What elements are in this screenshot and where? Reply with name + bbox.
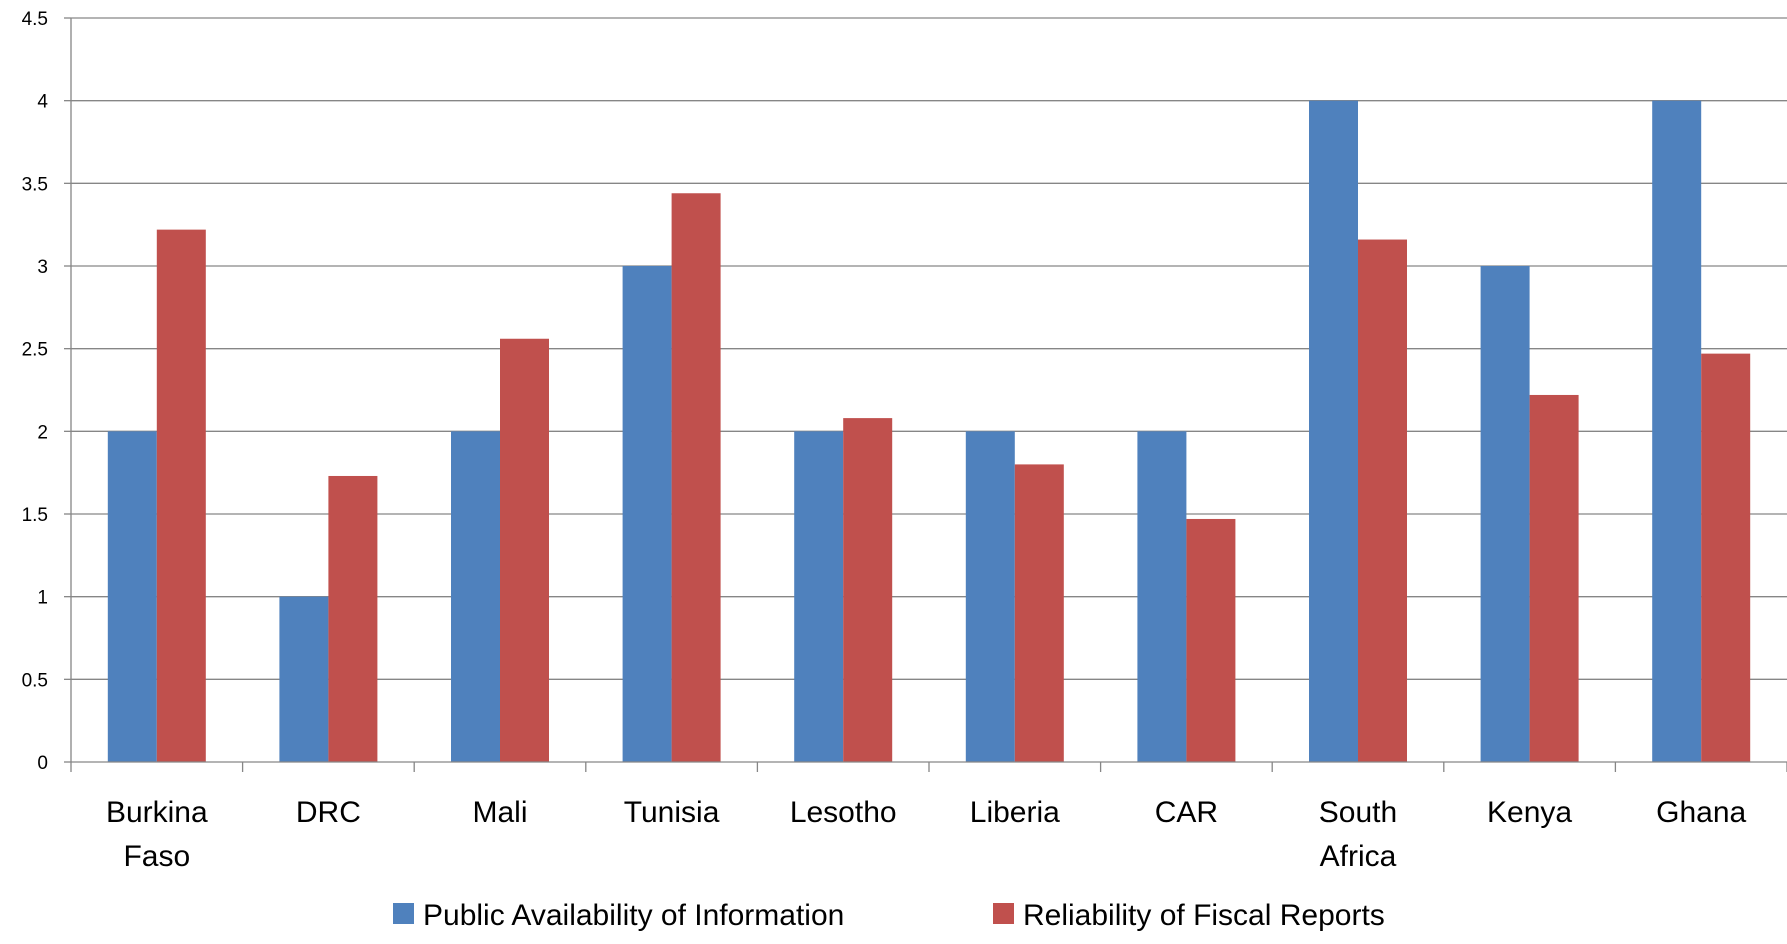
bar [279,596,329,762]
x-category-label-line: South [1319,796,1397,829]
legend-label: Reliability of Fiscal Reports [1023,899,1385,932]
bar [156,229,206,763]
x-category-label: Lesotho [790,796,897,829]
x-category-label: South Africa [1319,796,1397,873]
bar [328,475,378,762]
legend-swatch [993,903,1014,924]
x-category-label-line: Burkina [106,796,208,829]
x-category-label: Liberia [970,796,1060,829]
bar [1014,464,1064,762]
x-category-label: Kenya [1487,796,1572,829]
bar [500,338,549,762]
x-category-label-line: DRC [296,796,361,829]
bars [107,100,1751,763]
x-category-label: Ghana [1656,796,1746,829]
x-category-label-line: Africa [1320,840,1397,873]
x-category-label-line: CAR [1155,796,1218,829]
bar [1480,266,1530,762]
bar [1529,394,1579,762]
y-tick-label: 0 [37,753,48,774]
bar [451,431,500,762]
y-tick-label: 3.5 [22,174,48,195]
x-axis-category-labels: Burkina Faso DRC Mali Tunisia Lesotho Liberia C… [106,796,1747,873]
y-tick-label: 1 [37,588,48,609]
x-category-label-line: Liberia [970,796,1060,829]
axes [64,17,1787,772]
bar [794,431,844,762]
y-tick-label: 1.5 [22,505,48,526]
bar [965,431,1015,762]
bar [1186,518,1236,762]
x-category-label-line: Faso [123,840,190,873]
legend-label: Public Availability of Information [423,899,844,932]
bar [622,266,672,762]
bar [107,431,157,762]
x-category-label: Mali [472,796,527,829]
x-category-label-line: Mali [472,796,527,829]
y-tick-label: 2 [37,422,48,443]
y-tick-label: 4 [37,92,48,113]
bar [1137,431,1187,762]
bar [1652,100,1702,762]
x-category-label: Burkina Faso [106,796,208,873]
bar [843,418,893,762]
x-category-label-line: Tunisia [624,796,720,829]
y-tick-label: 4.5 [22,9,48,30]
y-tick-label: 3 [37,257,48,278]
bar [1358,239,1407,763]
x-category-label-line: Ghana [1656,796,1746,829]
y-axis-tick-labels: 0 0.5 1 1.5 2 2.5 3 3.5 4 4.5 [22,9,49,774]
bar [1309,100,1358,762]
x-category-label-line: Kenya [1487,796,1572,829]
x-category-label: DRC [296,796,361,829]
legend: Public Availability of Information Reliab… [393,899,1385,932]
x-category-label: CAR [1155,796,1218,829]
legend-swatch [393,903,414,924]
x-category-label: Tunisia [624,796,720,829]
bar [1701,353,1751,762]
y-tick-label: 2.5 [22,340,48,361]
bar [671,193,721,763]
y-tick-label: 0.5 [22,670,48,691]
x-category-label-line: Lesotho [790,796,897,829]
